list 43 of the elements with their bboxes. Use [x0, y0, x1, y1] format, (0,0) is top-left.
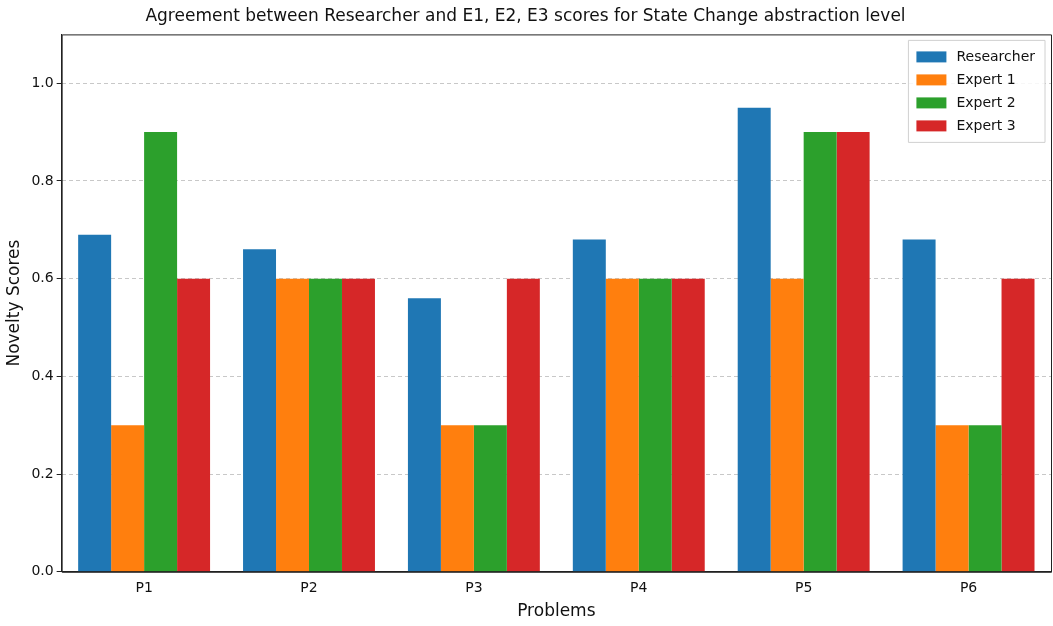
bar: [78, 234, 112, 572]
y-tick-label: 0.6: [31, 269, 54, 286]
x-tick-label: P4: [630, 578, 648, 595]
bar: [144, 132, 178, 572]
bar: [671, 278, 705, 572]
chart-title: Agreement between Researcher and E1, E2, E3 scores for State Change abstraction level: [145, 4, 906, 25]
bar: [473, 425, 507, 572]
y-tick-label: 0.2: [31, 464, 54, 481]
bar: [177, 278, 211, 572]
bar: [407, 298, 441, 572]
legend-label: Expert 2: [956, 94, 1016, 111]
bar: [276, 278, 309, 572]
y-tick-label: 0.0: [31, 562, 54, 579]
bar: [605, 278, 639, 572]
bar: [243, 249, 277, 572]
bar: [506, 278, 540, 572]
x-tick-label: P3: [465, 578, 483, 595]
bar: [1001, 278, 1035, 572]
bar: [111, 425, 145, 572]
bar: [572, 239, 606, 572]
y-tick-label: 1.0: [31, 73, 54, 90]
legend-label: Expert 1: [956, 71, 1016, 88]
bar: [902, 239, 936, 572]
legend-label: Expert 3: [956, 117, 1016, 134]
bar: [309, 278, 342, 572]
bar: [968, 425, 1002, 572]
x-tick-label: P2: [300, 578, 318, 595]
legend-label: Researcher: [956, 48, 1036, 65]
x-axis-title: Problems: [517, 600, 596, 621]
bar: [935, 425, 969, 572]
x-tick-label: P5: [794, 578, 813, 595]
bar: [737, 107, 771, 572]
bar: [638, 278, 672, 572]
bar: [836, 132, 870, 572]
x-tick-label: P6: [959, 578, 978, 595]
bar: [803, 132, 837, 572]
bar: [770, 278, 804, 572]
y-axis-title: Novelty Scores: [2, 239, 23, 367]
bar: [341, 278, 375, 572]
x-tick-label: P1: [135, 578, 153, 595]
y-tick-label: 0.8: [31, 171, 54, 188]
bar: [440, 425, 474, 572]
y-tick-label: 0.4: [31, 367, 54, 384]
